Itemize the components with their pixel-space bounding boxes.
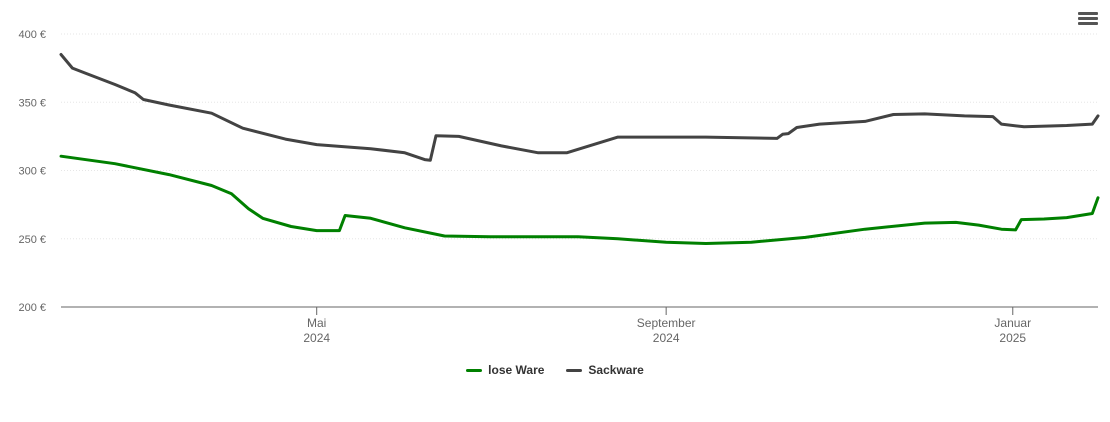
x-tick-year-label: 2024 (303, 331, 330, 345)
series-line-lose-ware (59, 154, 1100, 245)
chart-menu-button[interactable] (1078, 12, 1098, 30)
hamburger-menu-icon-bar (1078, 12, 1098, 15)
chart-legend: lose Ware Sackware (0, 363, 1110, 377)
y-tick-label: 200 € (18, 302, 46, 314)
series-line-sackware (59, 53, 1100, 162)
hamburger-menu-icon-bar (1078, 17, 1098, 20)
legend-item-sackware[interactable]: Sackware (566, 363, 644, 377)
y-tick-label: 300 € (18, 166, 46, 178)
x-tick-label: September (637, 316, 696, 330)
legend-item-lose-ware[interactable]: lose Ware (466, 363, 544, 377)
y-tick-label: 400 € (18, 29, 46, 41)
hamburger-menu-icon-bar (1078, 22, 1098, 25)
legend-label: Sackware (588, 363, 644, 377)
x-tick-year-label: 2025 (999, 331, 1026, 345)
legend-swatch (466, 368, 483, 372)
x-tick-label: Januar (994, 316, 1031, 330)
y-tick-label: 250 € (18, 234, 46, 246)
legend-swatch (566, 368, 583, 372)
grid-lines (61, 33, 1098, 240)
series-lines (59, 53, 1100, 245)
legend-label: lose Ware (488, 363, 545, 377)
x-tick-year-label: 2024 (653, 331, 680, 345)
x-tick-label: Mai (307, 316, 326, 330)
y-axis: 200 € 250 € 300 € 350 € 400 € (18, 29, 46, 314)
y-tick-label: 350 € (18, 97, 46, 109)
